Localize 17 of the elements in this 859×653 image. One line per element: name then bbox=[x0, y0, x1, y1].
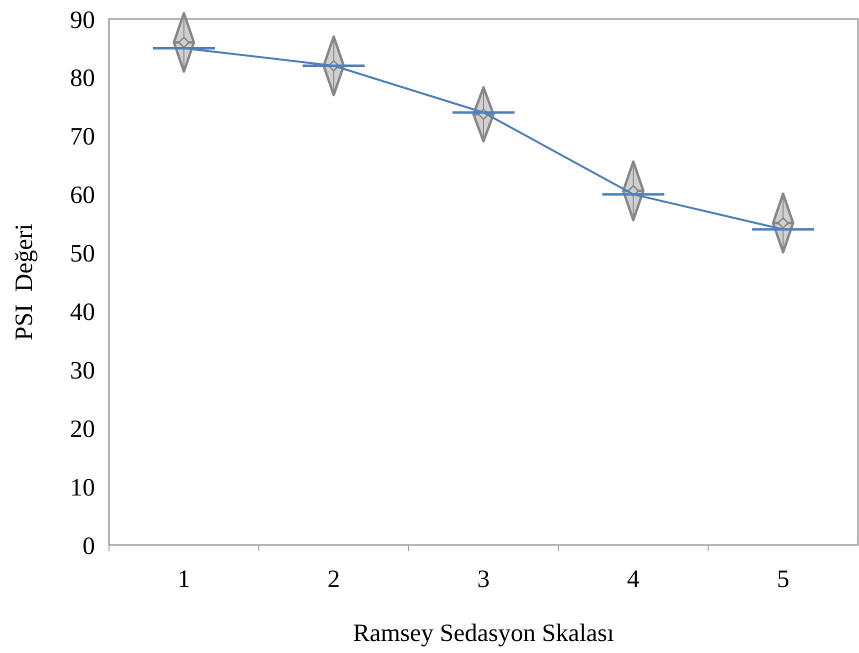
y-tick-label: 20 bbox=[70, 416, 95, 443]
x-tick-label: 3 bbox=[477, 566, 490, 593]
x-tick-label: 1 bbox=[178, 566, 190, 593]
y-tick-label: 70 bbox=[70, 124, 95, 151]
x-tick-label: 4 bbox=[627, 566, 640, 593]
y-tick-label: 80 bbox=[70, 65, 95, 92]
y-tick-label: 0 bbox=[82, 532, 95, 560]
y-axis-title: PSI Değeri bbox=[11, 224, 38, 340]
y-tick-label: 30 bbox=[70, 357, 95, 384]
y-tick-label: 10 bbox=[70, 474, 95, 502]
x-tick-label: 2 bbox=[327, 566, 340, 593]
y-tick-label: 60 bbox=[70, 182, 95, 210]
x-tick-label: 5 bbox=[776, 566, 790, 593]
y-tick-label: 50 bbox=[70, 240, 95, 268]
y-tick-label: 90 bbox=[70, 6, 95, 34]
x-axis-title: Ramsey Sedasyon Skalası bbox=[352, 620, 614, 647]
y-tick-label: 40 bbox=[70, 298, 95, 326]
